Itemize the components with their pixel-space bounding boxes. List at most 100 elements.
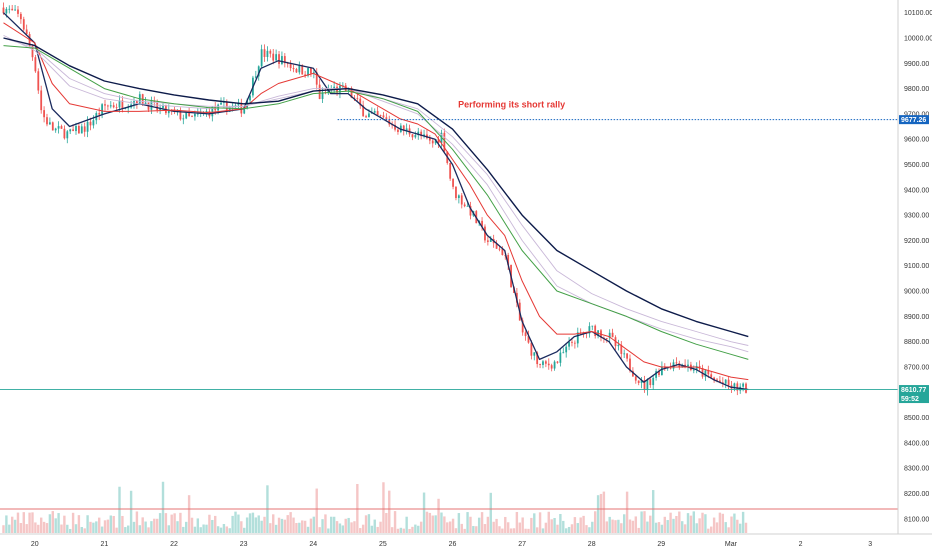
candle-body	[225, 101, 228, 112]
candle-body	[310, 67, 312, 74]
candle-body	[524, 332, 527, 337]
candle-body	[576, 332, 579, 344]
volume-bar	[593, 511, 597, 533]
volume-bar	[25, 524, 28, 533]
candle-body	[727, 379, 730, 386]
volume-bar	[390, 527, 394, 533]
candle-body	[51, 122, 54, 131]
volume-bar	[83, 528, 86, 533]
moving-averages	[3, 12, 749, 391]
candle-body	[591, 325, 594, 327]
volume-bar	[89, 521, 92, 533]
candle-body	[173, 109, 176, 112]
volume-bar	[643, 511, 646, 533]
candle-body	[634, 376, 637, 381]
volume-bar	[57, 513, 60, 533]
volume-bar	[553, 517, 556, 533]
volume-bar	[80, 527, 83, 533]
volume-bar	[399, 527, 403, 533]
volume-bar	[269, 523, 272, 533]
volume-bar	[683, 524, 687, 533]
candle-body	[48, 122, 51, 125]
volume-bar	[448, 521, 452, 533]
price-axis[interactable]: 10100.00 10000.00 9900.00 9800.00 9700.00 960…	[904, 10, 932, 523]
volume-bar	[147, 527, 150, 533]
volume-bar	[501, 528, 504, 533]
volume-bar	[530, 517, 533, 533]
volume-bar	[550, 519, 553, 533]
volume-bar	[625, 491, 629, 533]
volume-bar	[309, 518, 313, 533]
volume-bar	[538, 512, 542, 533]
candle-body	[356, 97, 359, 99]
candle-body	[571, 341, 573, 343]
volume-bar	[109, 515, 112, 533]
annotation-text[interactable]: Performing its short rally	[458, 100, 565, 110]
candle-body	[54, 128, 57, 131]
volume-bar	[303, 520, 307, 533]
volume-bar	[283, 519, 287, 533]
candle-body	[194, 113, 196, 117]
candle-body	[312, 72, 315, 74]
volume-bar	[22, 512, 25, 533]
last-price-badge: 8610.77 59:52	[899, 385, 929, 404]
candle-body	[559, 352, 562, 363]
candle-body	[457, 195, 460, 199]
volume-bar	[434, 515, 437, 533]
volume-bar	[260, 520, 263, 533]
candle-body	[167, 109, 170, 114]
volume-bar	[344, 518, 347, 533]
volume-bar	[515, 511, 519, 533]
volume-bar	[51, 511, 54, 533]
volume-bar	[422, 492, 426, 533]
candle-body	[640, 379, 643, 383]
candle-body	[156, 102, 159, 111]
candle-body	[498, 248, 501, 250]
candle-body	[713, 377, 716, 380]
volume-bar	[628, 519, 632, 533]
candle-body	[620, 344, 623, 354]
candle-body	[449, 162, 452, 179]
candle-body	[695, 365, 698, 370]
volume-bar	[199, 527, 202, 533]
volume-bar	[535, 527, 539, 533]
time-axis[interactable]: 20 21 22 23 24 25 26 27 28 29 Mar 2 3	[31, 541, 872, 548]
volume-bar	[689, 515, 693, 533]
candle-body	[321, 92, 324, 99]
volume-bar	[440, 512, 443, 533]
candle-body	[101, 104, 103, 115]
volume-bar	[312, 516, 316, 533]
y-tick-label: 9500.00	[904, 162, 929, 169]
volume-bar	[573, 517, 577, 533]
volume-bar	[42, 521, 46, 533]
volume-bar	[185, 521, 188, 533]
volume-bar	[318, 527, 321, 533]
volume-bar	[45, 523, 49, 533]
y-tick-label: 9900.00	[904, 61, 929, 68]
volume-bar	[730, 516, 733, 533]
candle-body	[716, 379, 718, 381]
volume-bar	[521, 517, 524, 533]
volume-bar	[646, 521, 649, 533]
candle-body	[301, 65, 304, 75]
candle-body	[365, 116, 367, 118]
candle-body	[243, 108, 246, 114]
y-tick-label: 8200.00	[904, 491, 929, 498]
y-tick-label: 9300.00	[904, 213, 929, 220]
volume-bar	[475, 526, 478, 533]
x-tick-label: 22	[170, 541, 178, 548]
candle-body	[220, 102, 222, 105]
candle-body	[550, 365, 553, 369]
volume-bar	[651, 490, 655, 533]
candle-body	[547, 363, 550, 366]
volume-bar	[248, 513, 252, 533]
candle-body	[240, 102, 243, 114]
volume-bar	[602, 491, 606, 533]
volume-bar	[524, 528, 527, 533]
candle-body	[2, 7, 5, 14]
volume-bar	[19, 523, 23, 533]
candle-body	[405, 128, 408, 131]
candle-body	[66, 131, 69, 139]
candle-body	[353, 97, 356, 99]
